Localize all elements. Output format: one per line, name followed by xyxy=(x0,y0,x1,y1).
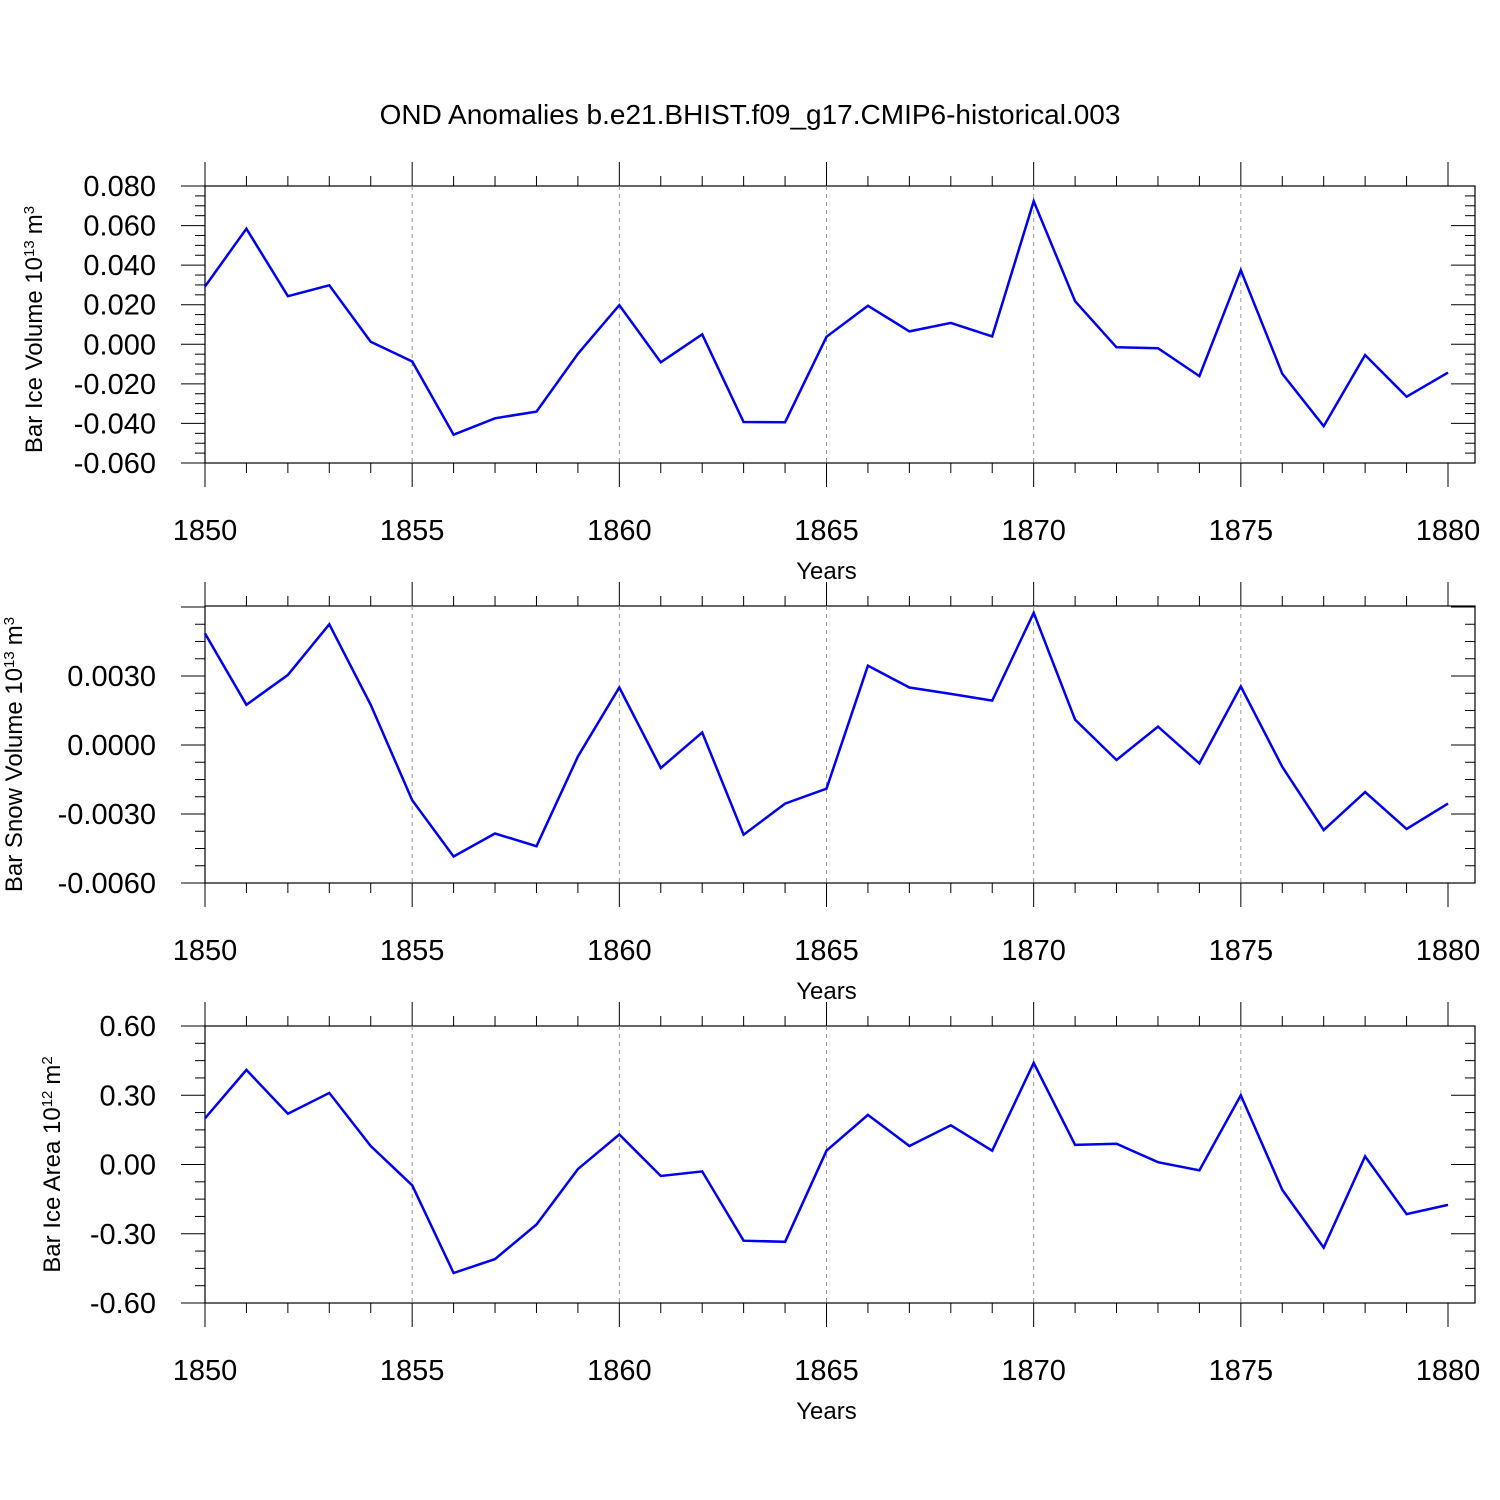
x-axis-title: Years xyxy=(796,558,857,585)
y-tick-label: 0.60 xyxy=(100,1011,156,1043)
y-tick-label: -0.020 xyxy=(74,369,156,401)
panel-ice-volume: -0.060 -0.040 -0.020 0.000 0.020 0.040 0.060 0.… xyxy=(21,162,1481,585)
x-tick-label: 1880 xyxy=(1416,515,1481,547)
figure-title: OND Anomalies b.e21.BHIST.f09_g17.CMIP6-… xyxy=(380,99,1121,130)
x-axis-title: Years xyxy=(796,978,857,1005)
x-tick-label: 1855 xyxy=(380,1355,445,1387)
plot-frame xyxy=(204,1025,1476,1304)
x-tick-label: 1860 xyxy=(587,1355,652,1387)
x-tick-label: 1865 xyxy=(794,935,859,967)
y-tick-label: 0.000 xyxy=(83,329,156,361)
x-tick-label: 1850 xyxy=(173,515,238,547)
y-axis-title: Bar Ice Area 1012m2 xyxy=(39,1056,67,1272)
x-tick-label: 1865 xyxy=(794,1355,859,1387)
y-tick-label: 0.0030 xyxy=(67,661,156,693)
x-tick-label: 1855 xyxy=(380,515,445,547)
y-tick-label: 0.060 xyxy=(83,211,156,243)
y-axis-title: Bar Snow Volume 1013m3 xyxy=(1,617,29,892)
y-tick-label: 0.040 xyxy=(83,250,156,282)
x-tick-label: 1860 xyxy=(587,935,652,967)
series-line xyxy=(203,609,1449,859)
y-tick-label: -0.60 xyxy=(90,1288,156,1320)
x-tick-label: 1855 xyxy=(380,935,445,967)
x-tick-label: 1860 xyxy=(587,515,652,547)
panel-ice-area: -0.60 -0.30 0.00 0.30 0.60 1850 1855 1860 1865 18… xyxy=(39,1002,1481,1425)
panel-snow-volume: -0.0060 -0.0030 0.0000 0.0030 1850 1855 1860 18… xyxy=(1,582,1481,1005)
y-tick-label: -0.0030 xyxy=(58,799,156,831)
y-tick-label: 0.0000 xyxy=(67,730,156,762)
x-tick-label: 1875 xyxy=(1209,515,1274,547)
x-tick-label: 1875 xyxy=(1209,935,1274,967)
y-tick-label: -0.30 xyxy=(90,1219,156,1251)
y-axis-title: Bar Ice Volume 1013m3 xyxy=(21,206,49,453)
x-tick-label: 1875 xyxy=(1209,1355,1274,1387)
x-tick-label: 1870 xyxy=(1001,515,1066,547)
y-tick-label: -0.040 xyxy=(74,408,156,440)
y-tick-label: 0.30 xyxy=(100,1080,156,1112)
series-line xyxy=(204,1060,1449,1275)
x-axis-title: Years xyxy=(796,1398,857,1425)
y-tick-label: 0.020 xyxy=(83,290,156,322)
x-tick-label: 1870 xyxy=(1001,1355,1066,1387)
plot-frame xyxy=(204,185,1476,464)
x-tick-label: 1850 xyxy=(173,1355,238,1387)
y-tick-label: 0.080 xyxy=(83,171,156,203)
y-tick-label: -0.060 xyxy=(74,448,156,480)
x-tick-label: 1865 xyxy=(794,515,859,547)
x-tick-label: 1850 xyxy=(173,935,238,967)
plot-frame xyxy=(204,605,1476,884)
y-tick-label: -0.0060 xyxy=(58,868,156,900)
x-tick-label: 1880 xyxy=(1416,1355,1481,1387)
x-tick-label: 1870 xyxy=(1001,935,1066,967)
y-tick-label: 0.00 xyxy=(100,1150,156,1182)
series-line xyxy=(203,197,1449,437)
x-tick-label: 1880 xyxy=(1416,935,1481,967)
